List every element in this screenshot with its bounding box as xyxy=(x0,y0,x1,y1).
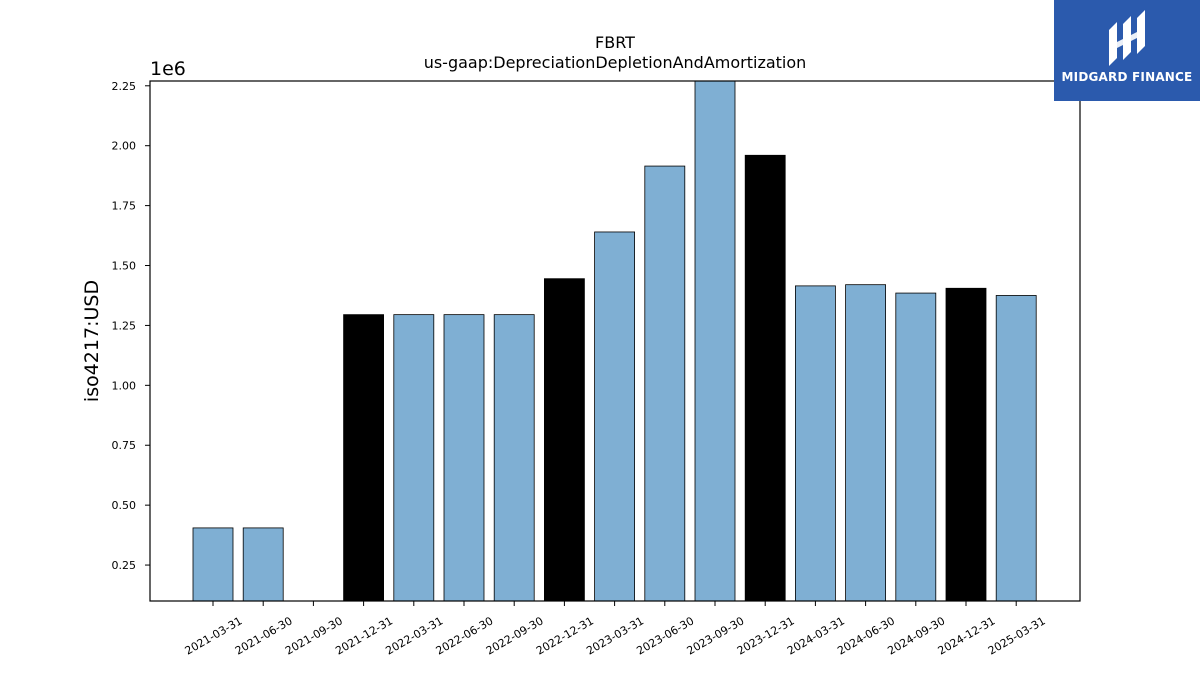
bar-2024-09-30 xyxy=(895,292,937,602)
bar-2021-03-31 xyxy=(192,527,234,602)
x-tick-label: 2025-03-31 xyxy=(986,614,1048,657)
bar-2022-03-31 xyxy=(393,314,435,602)
y-tick-label: 0.25 xyxy=(112,559,137,572)
midgard-logo-icon xyxy=(1109,10,1145,66)
y-tick-label: 1.75 xyxy=(112,200,137,213)
bar-2024-06-30 xyxy=(845,284,886,602)
y-tick-label: 1.50 xyxy=(112,260,137,273)
bar-2023-06-30 xyxy=(644,165,686,602)
bar-2024-03-31 xyxy=(795,285,836,602)
bar-2025-03-31 xyxy=(995,295,1037,602)
bar-2024-12-31 xyxy=(945,287,987,602)
chart-subtitle: us-gaap:DepreciationDepletionAndAmortiza… xyxy=(424,53,807,72)
y-tick-label: 1.25 xyxy=(112,319,137,332)
y-tick-label: 2.25 xyxy=(112,80,137,93)
plot-frame xyxy=(149,80,1081,602)
y-tick-label: 2.00 xyxy=(112,140,137,153)
bar-2023-12-31 xyxy=(744,154,786,602)
y-axis-label: iso4217:USD xyxy=(81,280,103,402)
y-tick-label: 0.75 xyxy=(112,439,137,452)
bar-2022-06-30 xyxy=(443,314,485,602)
y-tick-label: 1.00 xyxy=(112,379,137,392)
y-scale-label: 1e6 xyxy=(150,58,186,80)
bar-2021-12-31 xyxy=(343,314,385,602)
bar-2022-12-31 xyxy=(544,278,585,602)
y-ticks-group: 0.25 0.50 0.75 1.00 1.25 1.50 1.75 2.00 2.25 xyxy=(112,80,150,572)
bar-2021-06-30 xyxy=(242,527,284,602)
brand-logo: MIDGARD FINANCE xyxy=(1054,0,1200,101)
bar-2023-03-31 xyxy=(594,231,635,602)
chart-title: FBRT xyxy=(595,33,635,52)
brand-name: MIDGARD FINANCE xyxy=(1061,70,1193,84)
bars-group xyxy=(192,80,1037,602)
x-ticks-group: 2021-03-312021-06-302021-09-302021-12-31… xyxy=(183,601,1048,658)
y-tick-label: 0.50 xyxy=(112,499,137,512)
bar-2023-09-30 xyxy=(694,80,736,602)
bar-2022-09-30 xyxy=(493,314,535,602)
